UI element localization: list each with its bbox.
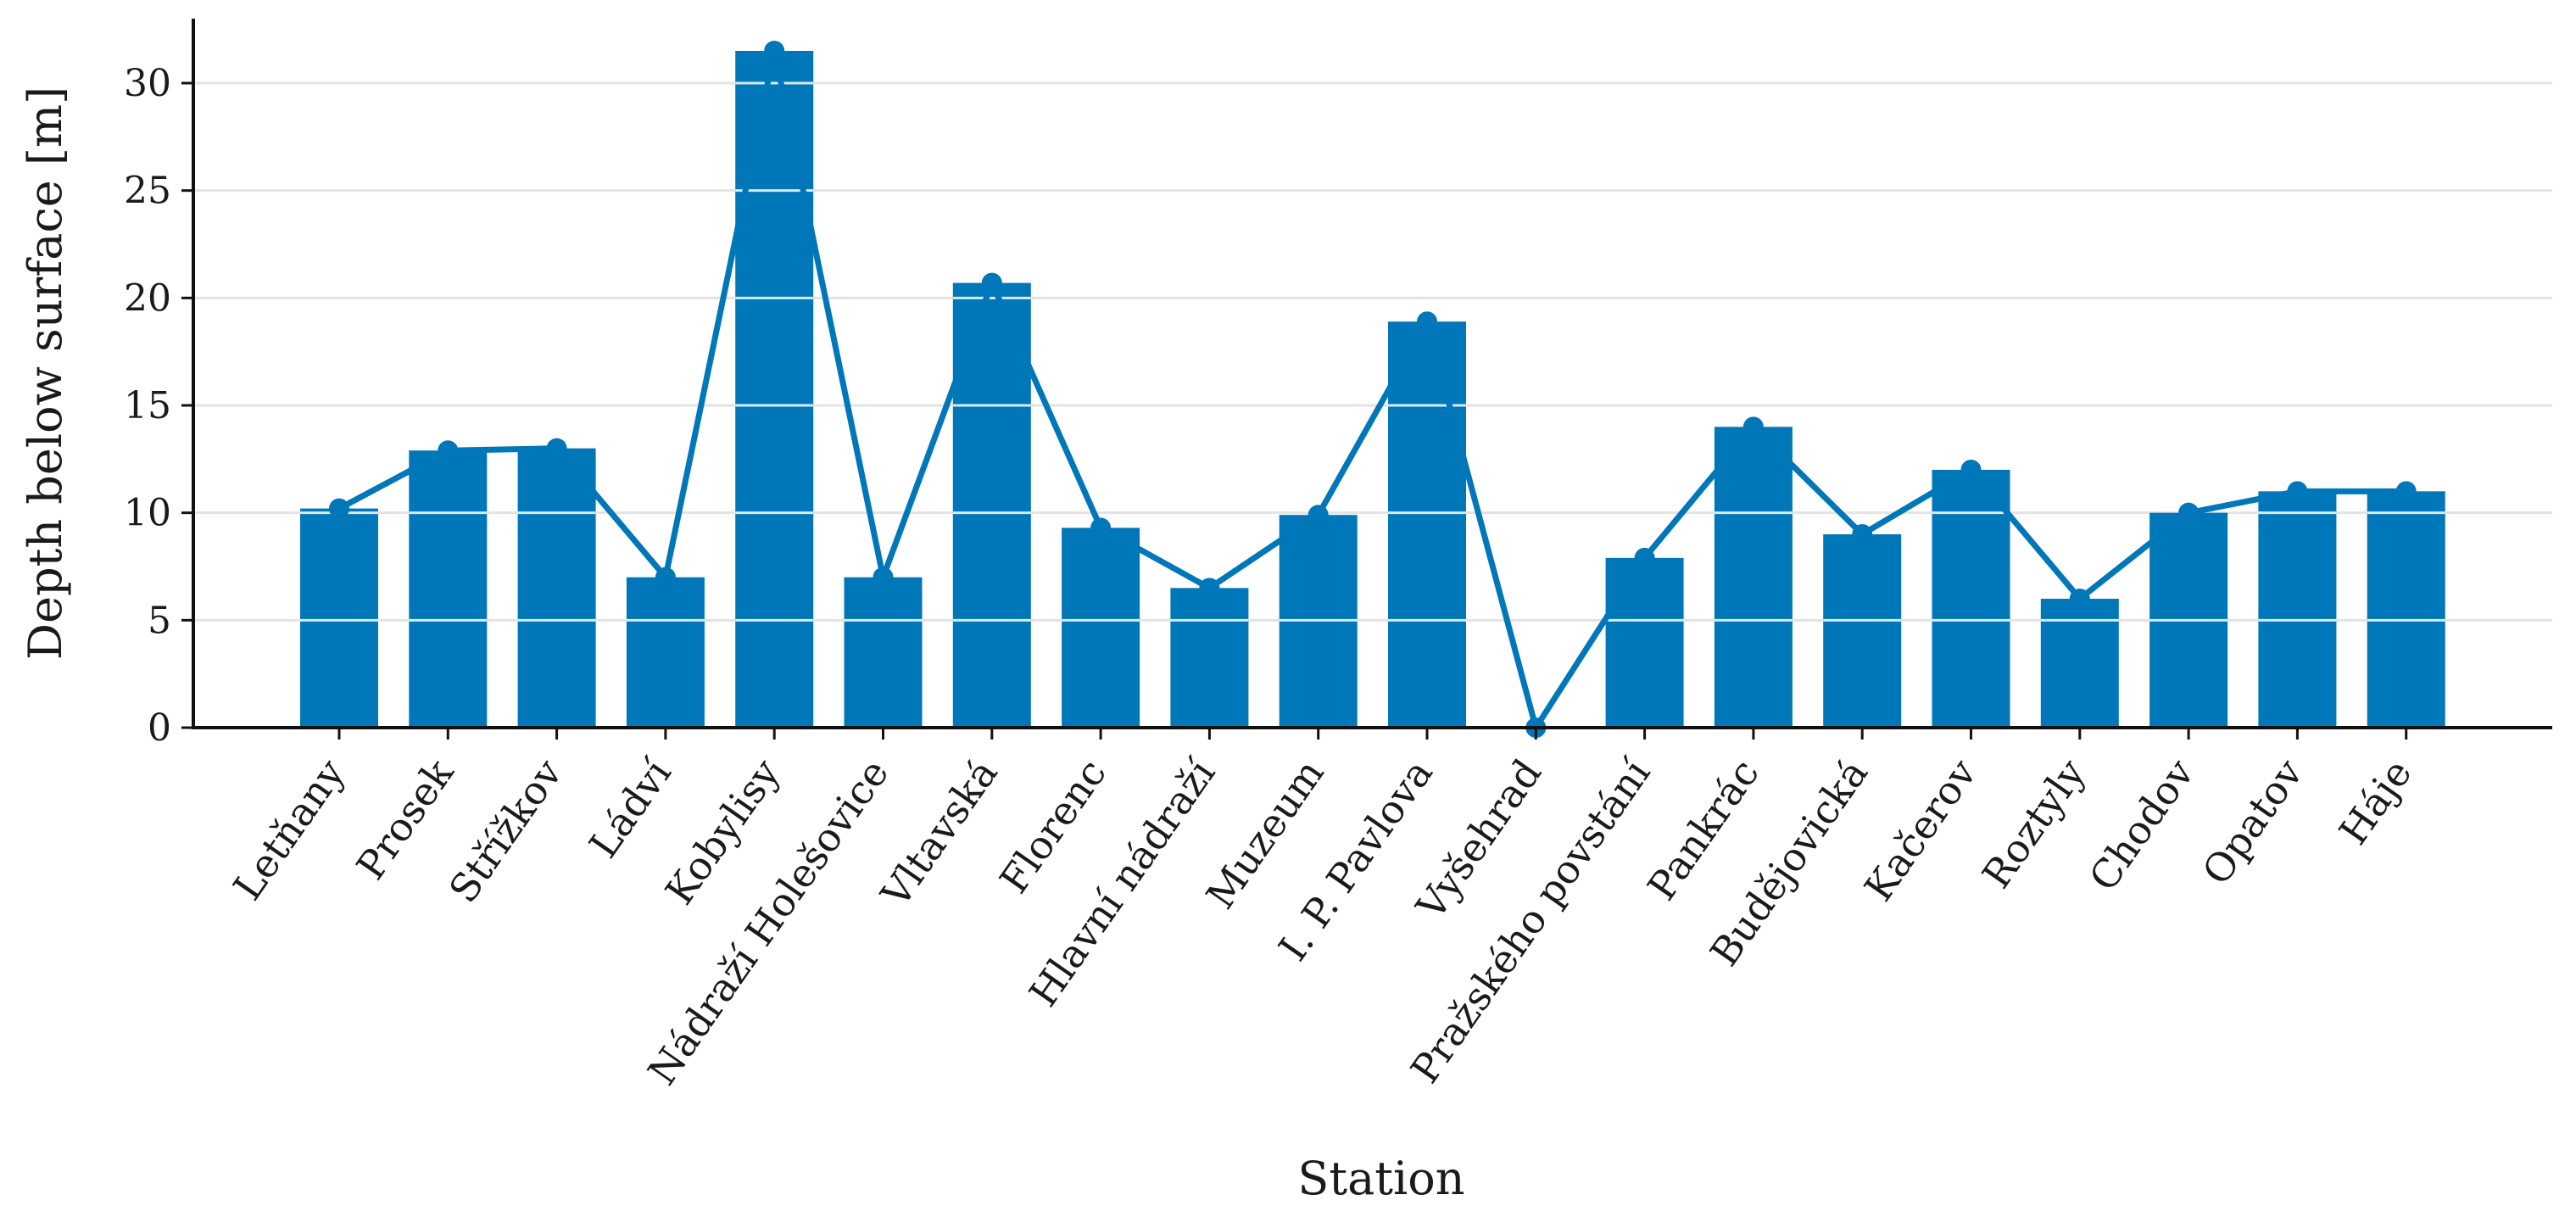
bar: [735, 51, 814, 728]
x-tick-label: Ládví: [580, 751, 680, 866]
bar: [409, 450, 488, 728]
line-point: [1199, 578, 1220, 599]
line-point: [655, 567, 676, 588]
line-point: [764, 41, 785, 61]
line-point: [1634, 547, 1655, 568]
x-axis-title: Station: [1297, 1152, 1464, 1205]
line-point: [2287, 481, 2308, 502]
y-tick-label: 30: [124, 62, 171, 105]
bar: [844, 577, 923, 728]
bar: [1714, 427, 1793, 728]
bar: [300, 508, 378, 728]
line-point: [1417, 311, 1437, 332]
bar-gridlines: [300, 81, 2445, 622]
bar: [2040, 599, 2119, 728]
y-tick-label: 20: [124, 276, 171, 320]
axes: [181, 19, 2552, 740]
bars: [300, 51, 2445, 729]
bar: [1932, 470, 2010, 728]
bar: [2367, 491, 2445, 728]
bar: [626, 577, 705, 728]
line-point: [2395, 481, 2417, 502]
line-point: [329, 498, 349, 519]
x-tick-label: Kačerov: [1855, 751, 1985, 909]
line-series: [337, 47, 2406, 731]
bar: [517, 448, 596, 728]
y-tick-label: 10: [124, 492, 171, 535]
x-tick-label: Opatov: [2194, 751, 2312, 893]
x-tick-label: Letňany: [224, 751, 354, 908]
line-point: [1742, 416, 1764, 438]
y-tick-label: 5: [148, 599, 171, 642]
x-tick-label: Roztyly: [1973, 751, 2094, 896]
x-tick-label: Háje: [2330, 751, 2421, 852]
line-point: [1308, 505, 1329, 526]
y-tick-label: 0: [148, 706, 171, 750]
line-point: [546, 438, 567, 459]
line-point: [1852, 524, 1873, 544]
line-point: [1090, 517, 1112, 539]
x-tick-label: Střížkov: [440, 751, 572, 911]
y-tick-label: 15: [124, 384, 171, 427]
bar: [1388, 321, 1466, 728]
bar: [1605, 557, 1684, 728]
line-point: [438, 440, 459, 461]
line-point: [873, 567, 894, 588]
y-tick-label: 25: [124, 170, 171, 213]
bar: [1062, 528, 1140, 728]
line-point: [2178, 502, 2200, 523]
bar: [1823, 534, 1902, 728]
line-point: [2069, 589, 2090, 609]
depth-line: [329, 41, 2417, 738]
x-tick-label: Prosek: [348, 750, 463, 887]
bar: [1170, 588, 1249, 728]
line-point: [1960, 460, 1982, 480]
bar: [2258, 491, 2337, 728]
line-point: [981, 272, 1002, 293]
y-axis-title: Depth below surface [m]: [19, 87, 72, 660]
x-tick-label: Chodov: [2080, 751, 2203, 899]
